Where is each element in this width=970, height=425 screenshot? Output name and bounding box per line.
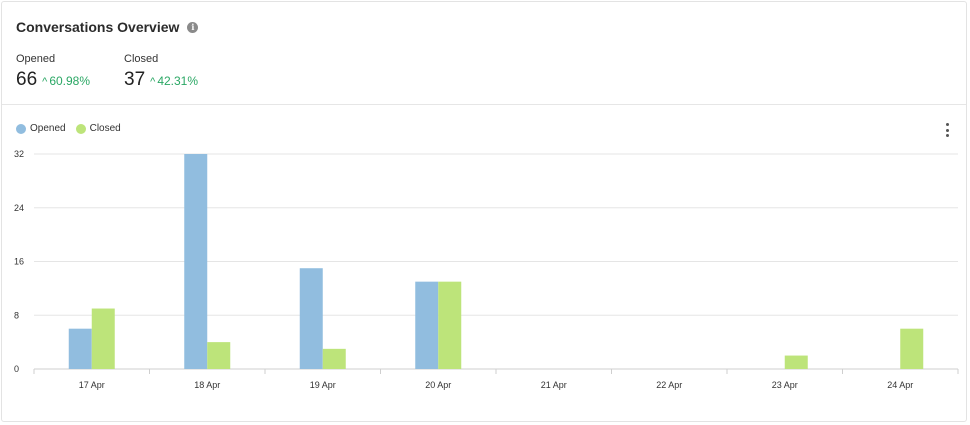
bar-closed-19-apr: [322, 348, 346, 369]
x-tick-label: 21 Apr: [541, 380, 567, 390]
card-title: Conversations Overview: [16, 19, 180, 35]
y-tick-label: 8: [14, 310, 19, 320]
legend-item-closed[interactable]: Closed: [75, 123, 121, 134]
metric-closed-delta-value: 42.31%: [157, 74, 199, 88]
metric-closed-value: 37: [124, 69, 146, 90]
section-divider: [2, 104, 966, 105]
bar-opened-20-apr: [415, 281, 439, 369]
x-tick-label: 20 Apr: [425, 380, 451, 390]
metric-closed-delta: ^ 42.31%: [150, 74, 198, 88]
legend-label-opened: Opened: [30, 123, 66, 134]
y-tick-label: 16: [14, 257, 24, 267]
x-tick-label: 24 Apr: [887, 380, 913, 390]
metric-opened-value: 66: [16, 69, 38, 90]
x-tick-label: 22 Apr: [656, 380, 682, 390]
card-header: Conversations Overview i: [16, 19, 199, 35]
bar-opened-18-apr: [184, 154, 208, 369]
bar-opened-17-apr: [68, 328, 92, 369]
metric-closed: Closed 37 ^ 42.31%: [124, 53, 198, 91]
x-tick-label: 18 Apr: [194, 380, 220, 390]
metric-closed-label: Closed: [124, 53, 159, 65]
bar-closed-17-apr: [91, 308, 115, 369]
trend-up-icon: ^: [150, 76, 156, 88]
metric-opened-delta: ^ 60.98%: [42, 74, 90, 88]
y-tick-label: 24: [14, 203, 24, 213]
bar-opened-19-apr: [299, 268, 323, 369]
legend-item-opened[interactable]: Opened: [16, 123, 66, 134]
y-tick-label: 32: [14, 149, 24, 159]
metric-opened-label: Opened: [16, 53, 56, 65]
legend-label-closed: Closed: [89, 123, 121, 134]
bar-closed-24-apr: [900, 328, 924, 369]
legend-swatch-closed: [75, 123, 86, 134]
bar-closed-20-apr: [438, 281, 462, 369]
trend-up-icon: ^: [42, 76, 48, 88]
x-tick-label: 17 Apr: [79, 380, 105, 390]
chart-legend: Opened Closed: [16, 123, 121, 134]
x-tick-label: 19 Apr: [310, 380, 336, 390]
info-icon[interactable]: i: [187, 21, 199, 33]
y-tick-label: 0: [14, 364, 19, 374]
bar-closed-23-apr: [784, 355, 808, 369]
more-vertical-icon[interactable]: [944, 123, 950, 137]
metric-opened: Opened 66 ^ 60.98%: [16, 53, 90, 91]
legend-swatch-opened: [16, 123, 26, 134]
x-tick-label: 23 Apr: [772, 380, 798, 390]
bar-closed-18-apr: [207, 342, 231, 369]
metric-opened-delta-value: 60.98%: [49, 74, 91, 88]
bar-chart: 0 8 16 24 32 17 Apr 18 Apr 19 Apr 20 Apr 21 Apr 22…: [14, 149, 959, 390]
